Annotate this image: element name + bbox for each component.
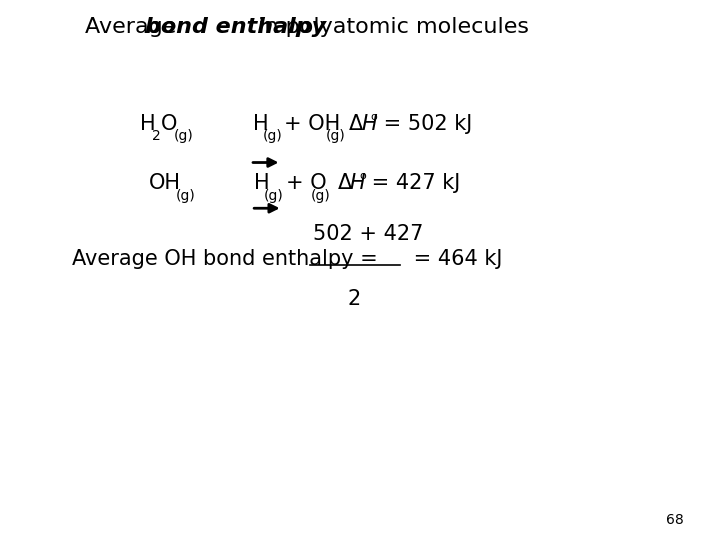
- Text: = 502 kJ: = 502 kJ: [377, 113, 472, 133]
- Text: H: H: [253, 113, 269, 133]
- Text: OH: OH: [149, 173, 181, 193]
- Text: 2: 2: [152, 130, 161, 144]
- Text: Average OH bond enthalpy =: Average OH bond enthalpy =: [72, 248, 384, 268]
- Text: (g): (g): [311, 189, 330, 203]
- Text: o: o: [371, 112, 377, 122]
- Text: O: O: [161, 113, 178, 133]
- Text: bond enthalpy: bond enthalpy: [145, 17, 326, 37]
- Text: Δ: Δ: [338, 173, 352, 193]
- Text: Δ: Δ: [349, 113, 364, 133]
- Text: H: H: [350, 173, 366, 193]
- Text: (g): (g): [263, 130, 282, 144]
- Text: = 464 kJ: = 464 kJ: [407, 248, 502, 268]
- Text: (g): (g): [264, 189, 284, 203]
- Text: 68: 68: [666, 513, 684, 527]
- Text: = 427 kJ: = 427 kJ: [365, 173, 460, 193]
- Text: Average: Average: [85, 17, 184, 37]
- Text: (g): (g): [174, 130, 194, 144]
- Text: 2: 2: [347, 289, 360, 309]
- Text: (g): (g): [325, 130, 345, 144]
- Text: + O: + O: [286, 173, 326, 193]
- Text: + OH: + OH: [284, 113, 341, 133]
- Text: H: H: [254, 173, 270, 193]
- Text: H: H: [140, 113, 156, 133]
- Text: o: o: [359, 171, 366, 181]
- Text: (g): (g): [176, 189, 195, 203]
- Text: 502 + 427: 502 + 427: [313, 224, 423, 244]
- Text: in polyatomic molecules: in polyatomic molecules: [251, 17, 529, 37]
- Text: H: H: [361, 113, 377, 133]
